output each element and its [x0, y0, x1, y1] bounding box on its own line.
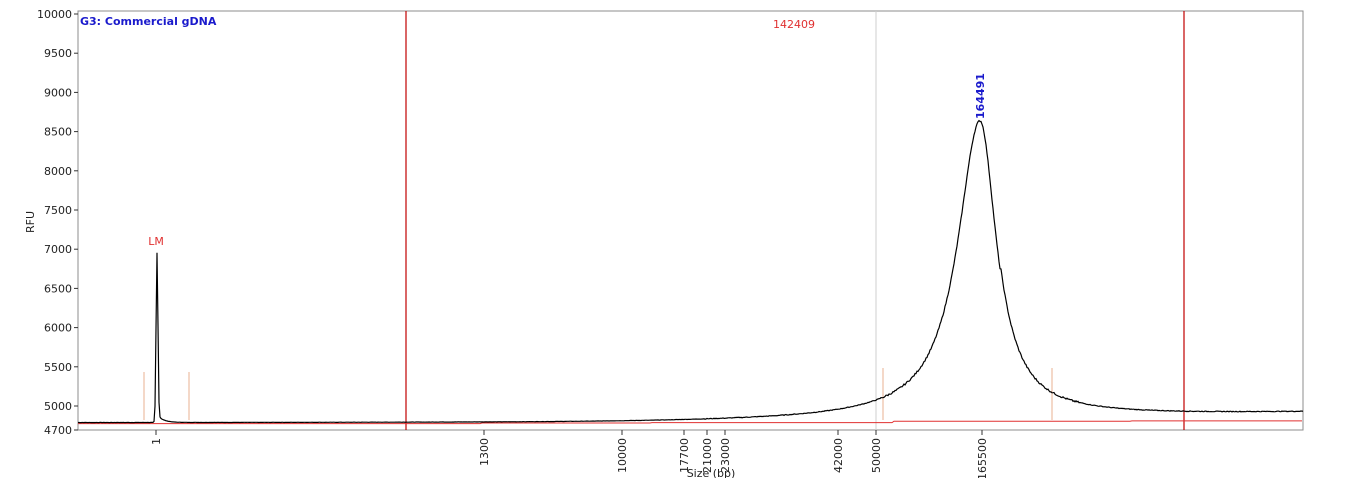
y-axis-ticks: 4700 5000 5500 6000 6500 7000 7500 8000 8500 9000… — [37, 8, 78, 437]
signal-trace — [78, 119, 1304, 424]
y-tick-label: 10000 — [37, 8, 72, 21]
lm-peak-label: LM — [148, 235, 164, 248]
y-tick-label: 5000 — [44, 400, 72, 413]
chart-title: G3: Commercial gDNA — [80, 15, 217, 28]
y-tick-label: 6500 — [44, 282, 72, 295]
y-tick-label: 8500 — [44, 126, 72, 139]
x-tick-label: 10000 — [616, 438, 629, 473]
x-tick-label: 21000 — [701, 438, 714, 473]
y-axis-label: RFU — [24, 211, 37, 233]
x-tick-label: 1 — [150, 438, 163, 445]
plot-frame — [77, 10, 1304, 431]
x-tick-label: 17700 — [678, 438, 691, 473]
y-tick-label: 8000 — [44, 165, 72, 178]
x-tick-label: 42000 — [832, 438, 845, 473]
y-tick-label: 6000 — [44, 322, 72, 335]
y-tick-label: 4700 — [44, 424, 72, 437]
y-tick-label: 5500 — [44, 361, 72, 374]
x-axis-ticks: 1 1300 10000 17700 21000 23000 42000 50000 16550… — [150, 430, 989, 478]
x-tick-label: 50000 — [870, 438, 883, 473]
main-peak-label: 164491 — [974, 73, 987, 119]
x-axis-label: Size (bp) — [687, 467, 736, 478]
baseline-trace — [78, 420, 1302, 425]
y-tick-label: 7000 — [44, 243, 72, 256]
x-tick-label: 23000 — [719, 438, 732, 473]
y-tick-label: 7500 — [44, 204, 72, 217]
y-tick-label: 9000 — [44, 86, 72, 99]
smear-label: 142409 — [773, 18, 815, 31]
x-tick-label: 1300 — [478, 438, 491, 466]
x-tick-label: 165500 — [976, 438, 989, 478]
y-tick-label: 9500 — [44, 47, 72, 60]
